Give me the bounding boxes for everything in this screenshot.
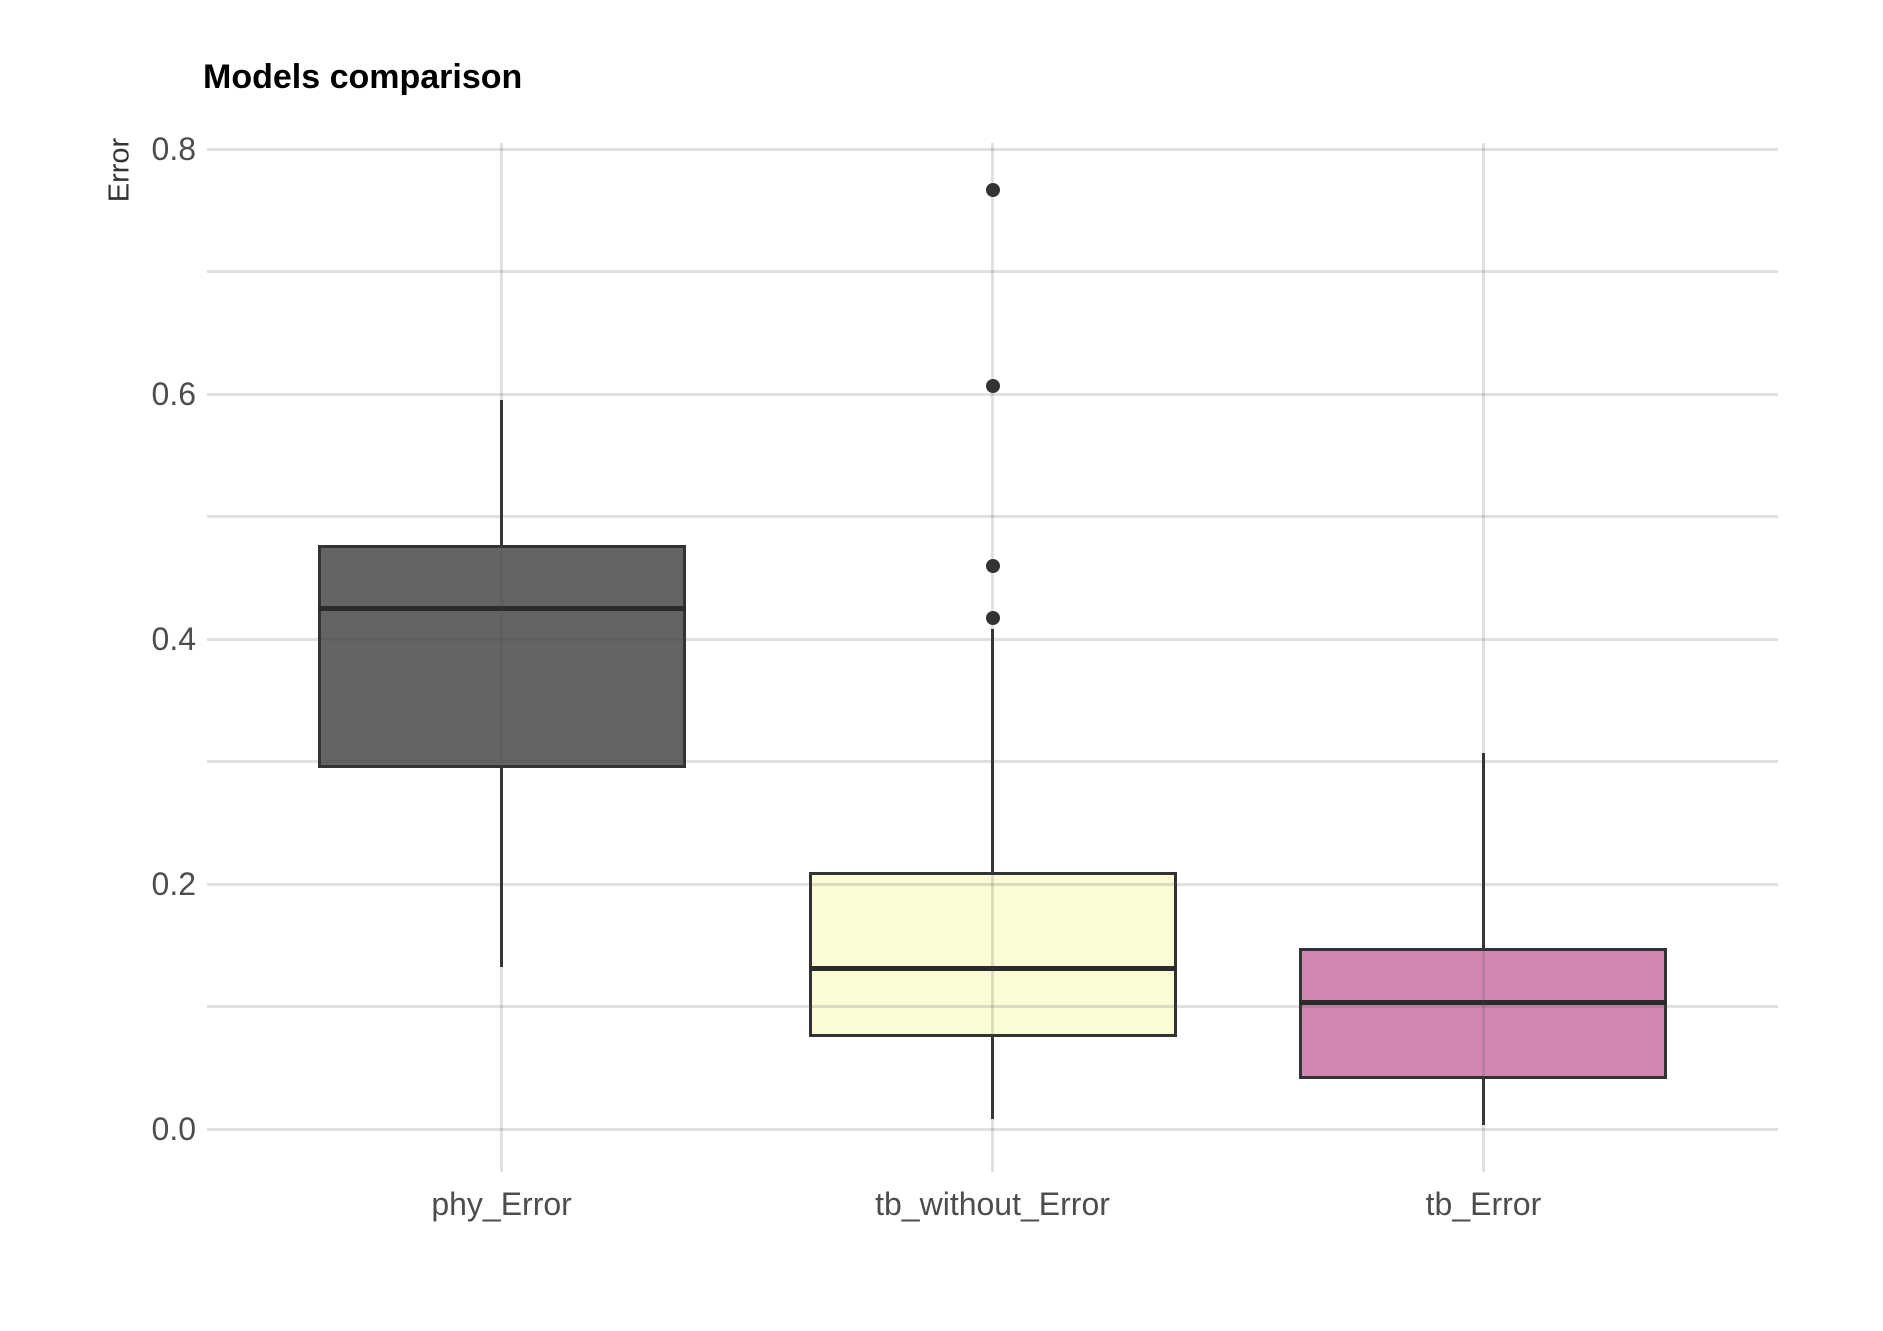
median-line [808, 966, 1177, 972]
whisker-lower [500, 767, 504, 968]
chart-title: Models comparison [203, 58, 523, 96]
y-gridline [207, 760, 1778, 764]
y-gridline [207, 270, 1778, 274]
y-gridline [207, 1005, 1778, 1009]
median-line [317, 606, 686, 611]
plot-panel [207, 143, 1778, 1172]
y-gridline [207, 392, 1778, 396]
x-gridline [1481, 143, 1485, 1172]
y-tick-label: 0.8 [151, 131, 196, 168]
whisker-upper [991, 629, 994, 872]
outlier-point [985, 558, 1000, 573]
whisker-lower [991, 1037, 994, 1120]
x-gridline [500, 143, 504, 1172]
y-tick-label: 0.0 [151, 1111, 196, 1148]
x-tick-label: phy_Error [431, 1186, 572, 1222]
y-tick-label: 0.4 [151, 621, 196, 658]
outlier-point [985, 182, 1000, 197]
whisker-lower [1481, 1078, 1485, 1126]
x-tick-label: tb_Error [1425, 1186, 1542, 1222]
y-gridline [207, 637, 1778, 641]
y-tick-label: 0.2 [151, 866, 196, 903]
boxplot-box [808, 871, 1177, 1038]
x-tick-label: tb_without_Error [875, 1186, 1110, 1222]
boxplot-box [317, 544, 686, 768]
y-gridline [207, 515, 1778, 519]
outlier-point [985, 611, 1000, 626]
median-line [1299, 1000, 1668, 1006]
whisker-upper [1481, 753, 1485, 948]
whisker-upper [500, 400, 504, 545]
y-gridline [207, 882, 1778, 886]
boxplot-box [1299, 947, 1668, 1079]
y-tick-label: 0.6 [151, 376, 196, 413]
outlier-point [985, 378, 1000, 393]
y-gridline [207, 147, 1778, 151]
x-gridline [991, 143, 994, 1172]
y-gridline [207, 1127, 1778, 1131]
